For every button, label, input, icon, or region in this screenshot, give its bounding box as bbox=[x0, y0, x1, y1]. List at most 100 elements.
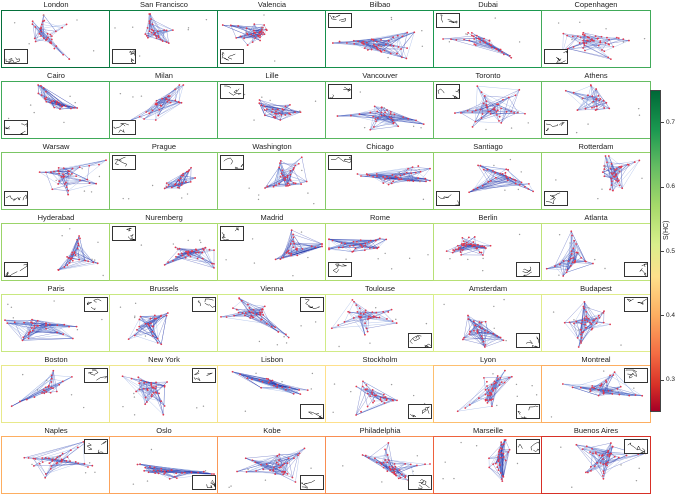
city-name: Dubai bbox=[478, 0, 498, 9]
network-plot bbox=[1, 81, 111, 139]
metro-map-inset bbox=[112, 226, 136, 241]
network-nodes bbox=[442, 439, 519, 483]
city-panel: Nuremberg bbox=[109, 213, 219, 283]
network-nodes bbox=[121, 375, 205, 416]
city-name: Hyderabad bbox=[37, 213, 75, 222]
network-edges bbox=[145, 13, 173, 44]
city-panel: Athens bbox=[541, 71, 651, 141]
network-nodes bbox=[10, 369, 93, 409]
city-panel: Rotterdam bbox=[541, 142, 651, 212]
network-edges bbox=[24, 440, 93, 478]
city-name: Amsterdam bbox=[468, 284, 508, 293]
network-nodes bbox=[248, 156, 315, 205]
city-name: New York bbox=[148, 355, 180, 364]
city-panel: Philadelphia bbox=[325, 426, 435, 496]
city-panel: Boston bbox=[1, 355, 111, 425]
network-svg bbox=[119, 84, 185, 131]
city-panel: San Francisco bbox=[109, 0, 219, 70]
network-nodes bbox=[221, 14, 276, 62]
metro-map-inset bbox=[84, 439, 108, 454]
colorbar-tick bbox=[661, 251, 664, 252]
metro-map-inset bbox=[192, 297, 216, 312]
city-name: Kobe bbox=[263, 426, 281, 435]
city-panel: Warsaw bbox=[1, 142, 111, 212]
network-svg bbox=[7, 84, 79, 124]
network-nodes bbox=[57, 228, 104, 277]
network-plot bbox=[109, 81, 219, 139]
metro-map-inset bbox=[220, 226, 244, 241]
city-name: Lisbon bbox=[260, 355, 284, 364]
metro-map-inset bbox=[516, 404, 540, 419]
network-plot bbox=[109, 223, 219, 281]
city-name: Lille bbox=[265, 71, 279, 80]
city-name: Copenhagen bbox=[574, 0, 618, 9]
network-nodes bbox=[545, 230, 606, 277]
network-nodes bbox=[442, 15, 521, 59]
network-plot bbox=[325, 223, 435, 281]
network-svg bbox=[220, 297, 317, 346]
network-edges bbox=[11, 370, 72, 407]
city-name: Oslo bbox=[156, 426, 172, 435]
city-name: Lyon bbox=[480, 355, 496, 364]
network-nodes bbox=[4, 300, 103, 342]
network-edges bbox=[602, 155, 640, 191]
network-plot bbox=[433, 294, 543, 352]
city-panel: Prague bbox=[109, 142, 219, 212]
metro-map-inset bbox=[192, 475, 216, 490]
network-nodes bbox=[443, 298, 507, 348]
network-svg bbox=[446, 158, 535, 203]
network-svg bbox=[328, 237, 429, 270]
network-plot bbox=[541, 81, 651, 139]
city-panel: Toulouse bbox=[325, 284, 435, 354]
metro-map-inset bbox=[516, 333, 540, 348]
city-panel: Lisbon bbox=[217, 355, 327, 425]
network-edges bbox=[564, 301, 611, 348]
network-svg bbox=[564, 84, 641, 134]
metro-map-inset bbox=[328, 13, 352, 28]
metro-map-inset bbox=[436, 84, 460, 99]
network-plot bbox=[541, 223, 651, 281]
metro-map-inset bbox=[220, 155, 244, 170]
network-svg bbox=[336, 91, 425, 131]
metro-map-inset bbox=[192, 368, 216, 383]
network-nodes bbox=[331, 16, 424, 60]
network-nodes bbox=[328, 237, 429, 270]
network-edges bbox=[122, 376, 168, 415]
city-panel: Valencia bbox=[217, 0, 327, 70]
network-edges bbox=[259, 99, 301, 121]
city-name: Athens bbox=[584, 71, 608, 80]
network-plot bbox=[541, 365, 651, 423]
network-edges bbox=[565, 84, 610, 111]
network-plot bbox=[325, 152, 435, 210]
city-name: Atlanta bbox=[584, 213, 608, 222]
city-panel: Berlin bbox=[433, 213, 543, 283]
metro-map-inset bbox=[300, 475, 324, 490]
network-svg bbox=[228, 447, 312, 488]
network-nodes bbox=[122, 166, 197, 200]
network-svg bbox=[243, 93, 317, 121]
city-panel: Copenhagen bbox=[541, 0, 651, 70]
metro-map-inset bbox=[4, 120, 28, 135]
network-svg bbox=[443, 298, 507, 348]
network-edges bbox=[32, 15, 70, 60]
city-name: Rome bbox=[369, 213, 390, 222]
colorbar-gradient bbox=[650, 90, 661, 412]
network-edges bbox=[222, 23, 268, 46]
city-name: Bilbao bbox=[369, 0, 391, 9]
city-name: Marseille bbox=[472, 426, 503, 435]
city-panel: Paris bbox=[1, 284, 111, 354]
city-panel: Madrid bbox=[217, 213, 327, 283]
city-name: Rotterdam bbox=[578, 142, 614, 151]
network-nodes bbox=[557, 21, 646, 61]
network-nodes bbox=[132, 448, 215, 485]
network-nodes bbox=[228, 447, 312, 488]
network-edges bbox=[337, 106, 424, 130]
network-plot bbox=[109, 10, 219, 68]
metro-map-inset bbox=[4, 191, 28, 206]
network-svg bbox=[114, 13, 208, 57]
network-nodes bbox=[552, 300, 622, 348]
network-nodes bbox=[342, 442, 431, 483]
city-name: Madrid bbox=[260, 213, 284, 222]
city-panel: Lille bbox=[217, 71, 327, 141]
